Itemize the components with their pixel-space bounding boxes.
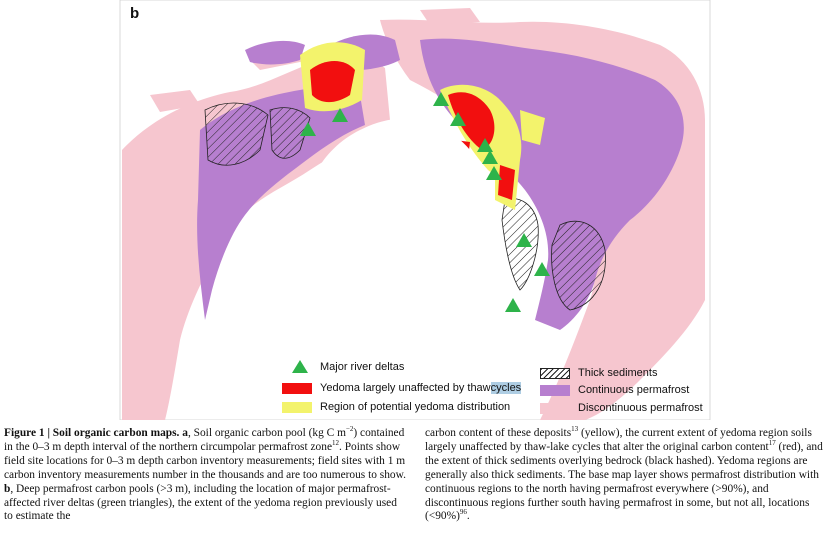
legend-thick-sediments: Thick sediments — [540, 367, 657, 379]
caption-text: , Deep permafrost carbon pools (>3 m), i… — [4, 482, 397, 523]
legend-yedoma: Yedoma largely unaffected by thaw cycles — [282, 382, 522, 394]
arctic-ocean — [300, 118, 485, 323]
river-delta-marker — [534, 262, 550, 276]
river-delta-marker — [477, 138, 493, 152]
caption-reference: 12 — [332, 439, 340, 448]
caption-text: carbon content of these deposits — [425, 427, 572, 439]
thick-sediments-region — [204, 102, 606, 311]
caption-b-label: b — [4, 482, 11, 495]
caption-reference: 13 — [571, 425, 579, 434]
legend-discontinuous-label: Discontinuous permafrost — [578, 402, 703, 414]
legend-continuous: Continuous permafrost — [540, 384, 689, 396]
purple-swatch-icon — [540, 384, 570, 396]
permafrost-map — [119, 0, 711, 420]
river-delta-marker — [516, 233, 532, 247]
pink-swatch-icon — [540, 402, 570, 414]
figure-label: Figure 1 | Soil organic carbon maps. — [4, 427, 180, 439]
legend-discontinuous: Discontinuous permafrost — [540, 402, 703, 414]
yellow-swatch-icon — [282, 401, 312, 413]
caption-text: . Points show field site locations for 0… — [4, 440, 406, 481]
legend-continuous-label: Continuous permafrost — [578, 384, 690, 396]
river-delta-markers — [300, 92, 550, 312]
river-delta-marker — [433, 92, 449, 106]
panel-label: b — [130, 5, 140, 22]
figure-caption-right: carbon content of these deposits13 (yell… — [425, 425, 825, 524]
caption-text: , Soil organic carbon pool (kg C m — [187, 427, 346, 439]
legend-yedoma-highlight: cycles — [490, 382, 522, 394]
caption-text: . — [466, 510, 470, 523]
triangle-icon — [292, 360, 308, 373]
hatch-swatch-icon — [540, 367, 570, 379]
caption-reference: 96 — [459, 508, 467, 517]
river-delta-marker — [300, 122, 316, 136]
caption-text: ) contained in the 0–3 m depth interval … — [4, 427, 405, 453]
legend-potential-yedoma: Region of potential yedoma distribution — [282, 401, 510, 413]
legend-river-deltas-label: Major river deltas — [320, 360, 405, 373]
caption-superscript: −2 — [345, 425, 354, 434]
river-delta-marker — [486, 166, 502, 180]
caption-reference: 17 — [768, 439, 776, 448]
river-delta-marker — [332, 108, 348, 122]
legend-thick-sediments-label: Thick sediments — [578, 367, 658, 379]
legend-river-deltas: Major river deltas — [286, 360, 404, 373]
legend-potential-yedoma-label: Region of potential yedoma distribution — [320, 401, 511, 413]
river-delta-marker — [482, 150, 498, 164]
caption-text: (yellow), the current extent of yedoma r… — [425, 427, 812, 453]
river-delta-marker — [505, 298, 521, 312]
river-delta-marker — [450, 112, 466, 126]
figure-caption-left: Figure 1 | Soil organic carbon maps. a, … — [4, 425, 406, 524]
caption-text: (red), and the extent of thick sediments… — [425, 440, 823, 523]
legend-yedoma-label: Yedoma largely unaffected by thaw — [320, 382, 491, 394]
red-swatch-icon — [282, 382, 312, 394]
caption-a-label: a — [182, 427, 188, 439]
